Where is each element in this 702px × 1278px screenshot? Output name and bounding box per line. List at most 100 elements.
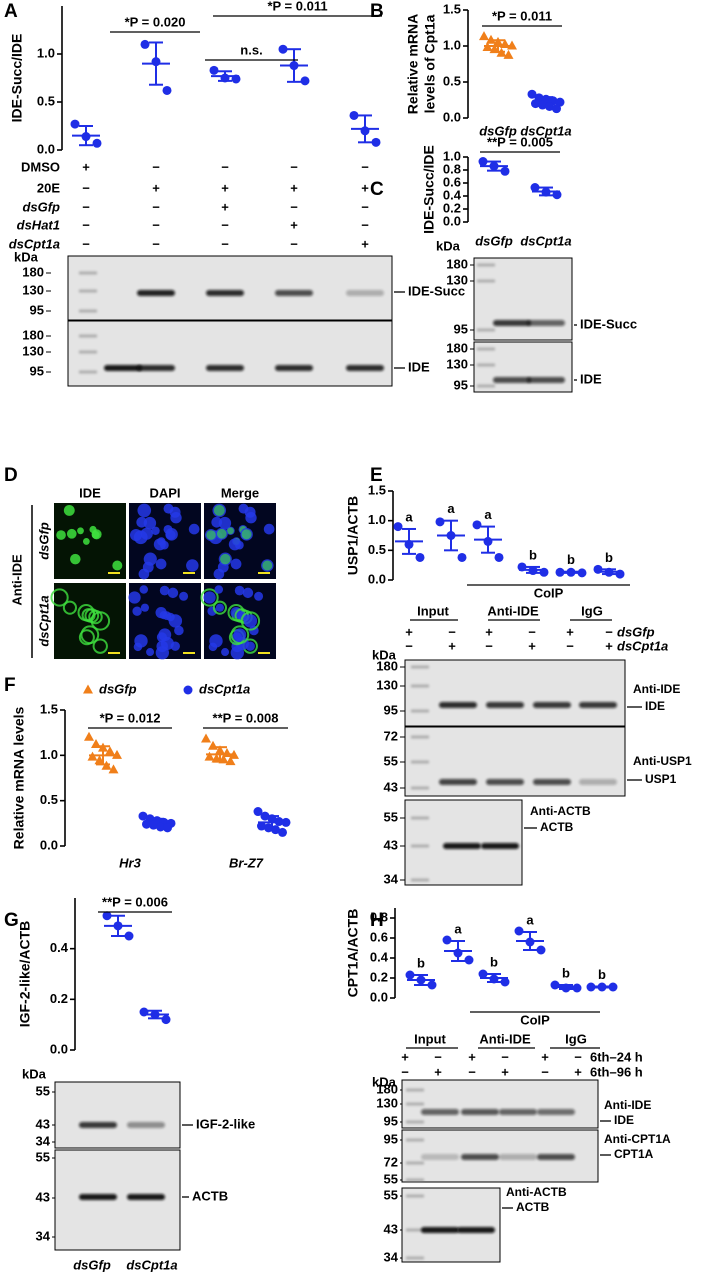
protein-band <box>499 1154 537 1160</box>
nucleus <box>133 642 143 652</box>
data-point <box>257 821 266 831</box>
group-label: a <box>454 921 462 936</box>
antibody-label: Anti-IDE <box>604 1098 651 1112</box>
data-point <box>201 733 211 743</box>
lane-header: Input <box>414 1031 446 1046</box>
marker-label: 34 <box>36 1133 51 1148</box>
data-point <box>482 41 493 51</box>
treatment-sign: + <box>501 1064 509 1079</box>
ide-signal <box>227 527 234 535</box>
data-point <box>494 552 504 562</box>
data-point <box>457 552 467 562</box>
data-point <box>604 567 614 577</box>
nucleus <box>254 591 264 601</box>
data-point <box>503 49 514 59</box>
blot-strip <box>404 659 626 727</box>
marker-label: 130 <box>376 1095 398 1110</box>
panel-letter: G <box>4 910 19 931</box>
marker-label: 43 <box>384 837 398 852</box>
y-tick-label: 0.5 <box>40 792 58 807</box>
ladder-band <box>477 328 495 332</box>
data-point <box>163 823 172 833</box>
ladder-band <box>411 786 429 790</box>
data-point <box>525 937 535 947</box>
protein-band <box>127 1122 165 1128</box>
y-axis-label: IDE-Succ/IDE <box>421 145 437 234</box>
protein-band <box>486 779 524 785</box>
nucleus <box>233 628 247 642</box>
data-point <box>442 935 452 945</box>
treatment-sign: + <box>221 180 229 195</box>
protein-band <box>533 702 571 708</box>
data-point <box>211 753 222 763</box>
data-point <box>555 567 565 577</box>
data-point <box>91 738 101 748</box>
marker-label: 72 <box>384 1154 398 1169</box>
y-tick-label: 1.0 <box>443 148 461 163</box>
nucleus <box>143 516 157 530</box>
band-label: ACTB <box>516 1200 550 1214</box>
y-tick-label: 0.6 <box>370 929 388 944</box>
treatment-label: dsGfp <box>22 199 60 214</box>
protein-band <box>533 779 571 785</box>
y-axis-label: levels of Cpt1a <box>422 14 438 113</box>
protein-band <box>79 1122 117 1128</box>
ide-signal <box>220 553 231 565</box>
ide-signal <box>92 638 108 654</box>
y-tick-label: 0.4 <box>443 187 462 202</box>
data-point <box>70 119 80 129</box>
treatment-sign: − <box>361 159 369 174</box>
ladder-band <box>406 1194 424 1198</box>
data-point <box>572 983 582 993</box>
data-point <box>536 945 546 955</box>
ide-signal <box>230 625 250 645</box>
protein-band <box>421 1109 459 1115</box>
data-point <box>92 138 102 148</box>
treatment-sign: − <box>152 199 160 214</box>
marker-label: 55 <box>384 1187 398 1202</box>
data-point <box>150 1010 160 1020</box>
y-axis-label: CPT1A/ACTB <box>345 909 361 998</box>
ide-signal <box>240 611 261 631</box>
column-header: DAPI <box>149 485 180 500</box>
nucleus <box>243 614 258 628</box>
ladder-band <box>79 271 97 275</box>
ladder-band <box>411 844 429 848</box>
ladder-band <box>406 1228 424 1232</box>
data-point <box>615 569 625 579</box>
y-tick-label: 0.6 <box>443 174 461 189</box>
ladder-band <box>79 350 97 354</box>
group-label: b <box>490 954 498 969</box>
data-point <box>81 132 91 142</box>
treatment-sign: + <box>82 159 90 174</box>
data-point <box>489 44 500 54</box>
band-label: IDE <box>614 1113 634 1127</box>
marker-label: 43 <box>384 779 398 794</box>
data-point <box>472 520 482 530</box>
data-point <box>478 157 488 167</box>
data-point <box>593 564 603 574</box>
nucleus <box>234 585 245 596</box>
nucleus <box>132 606 142 616</box>
annotation: CoIP <box>520 1012 550 1027</box>
category-label: dsCpt1a <box>520 233 571 248</box>
protein-band <box>579 702 617 708</box>
nucleus <box>139 585 149 594</box>
data-point <box>264 823 273 833</box>
y-axis-label: USP1/ACTB <box>345 496 361 575</box>
data-point <box>278 44 288 54</box>
nucleus <box>218 516 232 530</box>
ide-signal <box>80 625 100 645</box>
nucleus <box>208 642 218 652</box>
data-point <box>105 746 115 756</box>
y-tick-label: 0.0 <box>50 1041 68 1056</box>
data-point <box>124 931 134 941</box>
marker-label: 55 <box>384 809 398 824</box>
data-point <box>281 817 291 827</box>
band-label: IGF-2-like <box>196 1116 255 1131</box>
marker-label: 95 <box>384 1113 398 1128</box>
y-tick-label: 1.5 <box>40 701 58 716</box>
marker-label: 95 <box>384 1131 398 1146</box>
nucleus <box>130 528 143 542</box>
